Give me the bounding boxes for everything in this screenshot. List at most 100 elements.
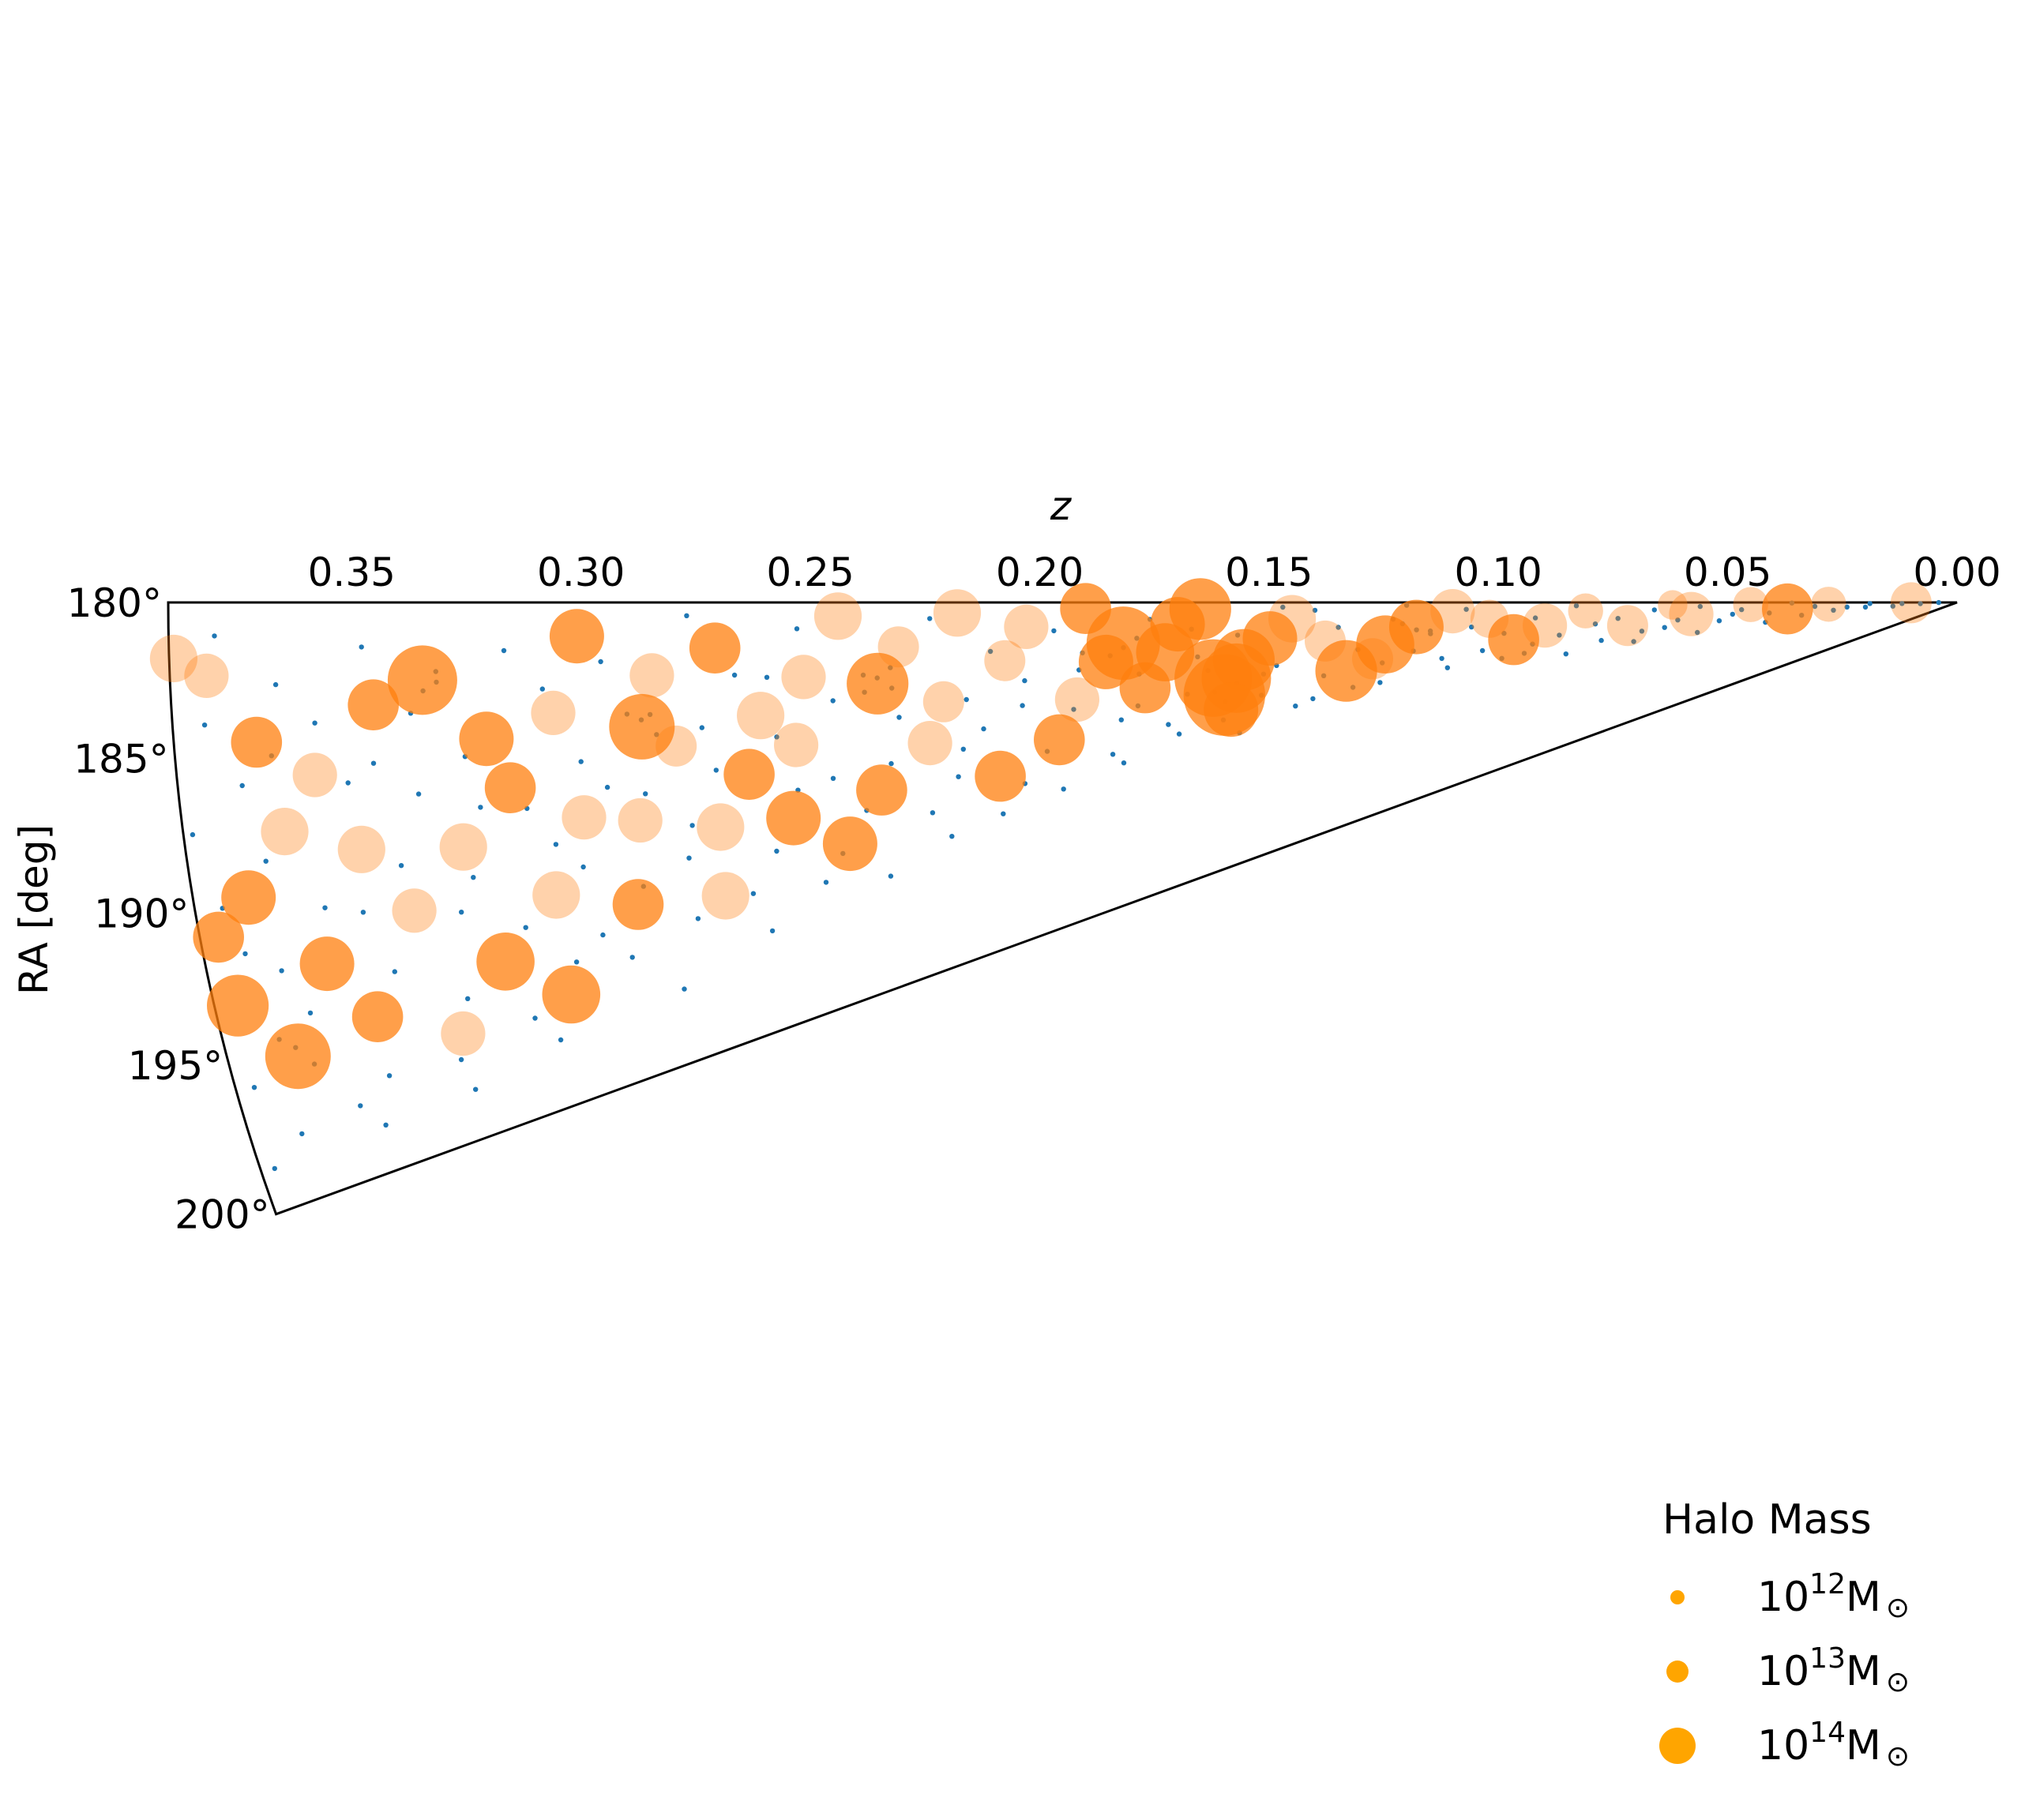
halo-point [562, 795, 607, 840]
wedge-outline [167, 601, 1958, 1216]
halo-point [1204, 682, 1259, 737]
halo-point [629, 653, 674, 698]
legend: Halo Mass 1012M ⊙ 1013M ⊙ 1014M ⊙ [1659, 1496, 1910, 1773]
halo-point [221, 870, 276, 925]
galaxy-point [1651, 607, 1657, 613]
halo-point [1470, 599, 1509, 638]
galaxy-point [888, 873, 894, 879]
galaxy-point [1739, 606, 1745, 613]
galaxy-point [1335, 625, 1341, 630]
galaxy-point [1071, 707, 1076, 712]
legend-label: 1013M ⊙ [1757, 1642, 1910, 1698]
galaxy-point [1022, 677, 1027, 684]
halo-point [1669, 591, 1714, 636]
galaxy-point [1812, 603, 1818, 610]
halo-point [1054, 677, 1099, 722]
ra-tick-label: 195° [128, 1043, 223, 1089]
galaxy-point [415, 791, 422, 797]
halo-point [531, 690, 576, 736]
halo-point [1315, 640, 1377, 702]
galaxy-point [794, 626, 800, 632]
galaxy-point [699, 725, 704, 730]
galaxy-point [896, 715, 902, 720]
galaxy-point [1695, 629, 1700, 636]
galaxy-point [358, 1103, 363, 1109]
galaxy-point [731, 672, 738, 678]
galaxy-point [1936, 599, 1941, 606]
galaxy-point [1831, 607, 1836, 613]
halo-point [781, 655, 826, 700]
z-tick-label: 0.15 [1225, 550, 1313, 595]
galaxy-point [1615, 616, 1621, 621]
legend-entry: 1013M ⊙ [1666, 1642, 1910, 1698]
galaxy-point [386, 1073, 393, 1079]
halo-point [351, 991, 404, 1042]
galaxy-point [830, 698, 836, 704]
galaxy-point [392, 969, 397, 974]
galaxy-point [1176, 731, 1182, 737]
galaxy-point [459, 910, 464, 915]
halo-point [459, 711, 514, 767]
galaxy-point [1444, 665, 1451, 670]
galaxy-point [964, 696, 969, 703]
galaxy-point [1844, 604, 1850, 610]
galaxy-point [1020, 703, 1025, 708]
galaxy-point [307, 1010, 314, 1016]
halo-point [1811, 587, 1846, 622]
galaxy-point [312, 720, 317, 726]
halo-point [933, 589, 982, 637]
ra-tick-label: 185° [73, 736, 168, 782]
galaxy-point [1121, 760, 1127, 766]
galaxy-point [987, 648, 994, 655]
axis-ticks: 0.35 0.30 0.25 0.20 0.15 0.10 0.05 0.00 180° 185°… [67, 550, 2001, 1238]
halo-point [149, 634, 197, 683]
galaxy-point [1110, 752, 1116, 757]
galaxy-point [190, 831, 196, 838]
galaxy-point [1439, 655, 1444, 662]
galaxy-point [501, 647, 507, 654]
halo-point [701, 872, 749, 920]
halo-point [856, 764, 907, 816]
galaxy-point [830, 775, 836, 781]
galaxy-point [629, 955, 635, 960]
halo-point [975, 750, 1026, 802]
z-tick-label: 0.35 [308, 550, 396, 595]
galaxy-point [201, 722, 208, 728]
galaxy-point [1377, 680, 1383, 685]
galaxy-point [769, 928, 776, 934]
galaxy-point [299, 1131, 305, 1137]
galaxy-point [1051, 628, 1057, 634]
galaxy-point [398, 863, 404, 869]
galaxy-point [465, 996, 471, 1002]
legend-entry: 1012M ⊙ [1670, 1568, 1910, 1624]
galaxy-point [888, 760, 894, 767]
halo-point [1004, 604, 1049, 650]
galaxy-point [695, 916, 701, 921]
galaxy-point [578, 759, 584, 764]
galaxy-point [1293, 704, 1298, 709]
halo-point [347, 679, 400, 730]
halo-point [1305, 620, 1346, 662]
galaxy-point [1716, 618, 1722, 624]
galaxy-point [360, 910, 366, 915]
galaxy-point [1598, 637, 1604, 644]
galaxy-point [383, 1122, 389, 1128]
galaxy-point [1862, 604, 1869, 610]
galaxy-point [643, 791, 648, 797]
halo-point [476, 933, 535, 991]
galaxy-point [1061, 786, 1066, 792]
galaxy-point [684, 613, 689, 618]
halo-point [612, 879, 664, 930]
legend-marker [1670, 1590, 1685, 1604]
halo-point [532, 871, 580, 919]
legend-marker [1666, 1661, 1689, 1683]
halo-point [392, 888, 437, 933]
galaxy-point [823, 880, 829, 885]
halo-point [1606, 605, 1648, 647]
halo-point [774, 722, 819, 767]
halo-point [766, 790, 821, 846]
galaxy-point [1469, 624, 1474, 630]
galaxy-point [1573, 603, 1580, 609]
galaxy-point [604, 784, 610, 790]
halo-point [549, 609, 604, 664]
